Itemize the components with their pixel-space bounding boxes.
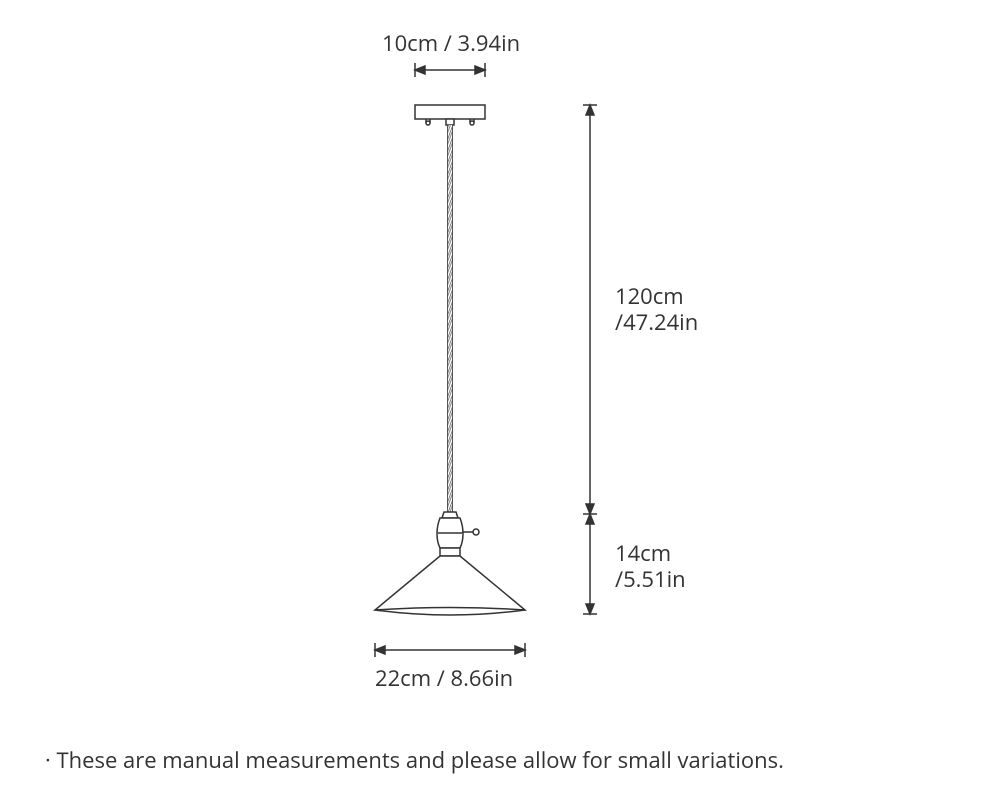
dimension-lines bbox=[375, 63, 597, 657]
footnote-text: · These are manual measurements and plea… bbox=[45, 745, 784, 775]
shade bbox=[375, 556, 525, 615]
lamp-drawing bbox=[375, 105, 525, 615]
socket bbox=[437, 512, 479, 556]
dim-shade-height bbox=[583, 514, 597, 614]
cord bbox=[448, 125, 453, 512]
label-total-height-l1: 120cm bbox=[615, 283, 684, 309]
label-top-width: 10cm / 3.94in bbox=[382, 30, 520, 56]
canopy bbox=[415, 105, 485, 125]
label-shade-height-l1: 14cm bbox=[615, 540, 671, 566]
label-total-height-l2: /47.24in bbox=[615, 309, 698, 335]
dim-shade-width bbox=[375, 643, 525, 657]
dim-total-height bbox=[583, 105, 597, 514]
diagram-canvas: 10cm / 3.94in 22cm / 8.66in 120cm /47.24… bbox=[0, 0, 1000, 788]
dim-top-width bbox=[415, 63, 485, 77]
label-shade-height-l2: /5.51in bbox=[615, 566, 686, 592]
label-shade-width: 22cm / 8.66in bbox=[375, 665, 513, 691]
